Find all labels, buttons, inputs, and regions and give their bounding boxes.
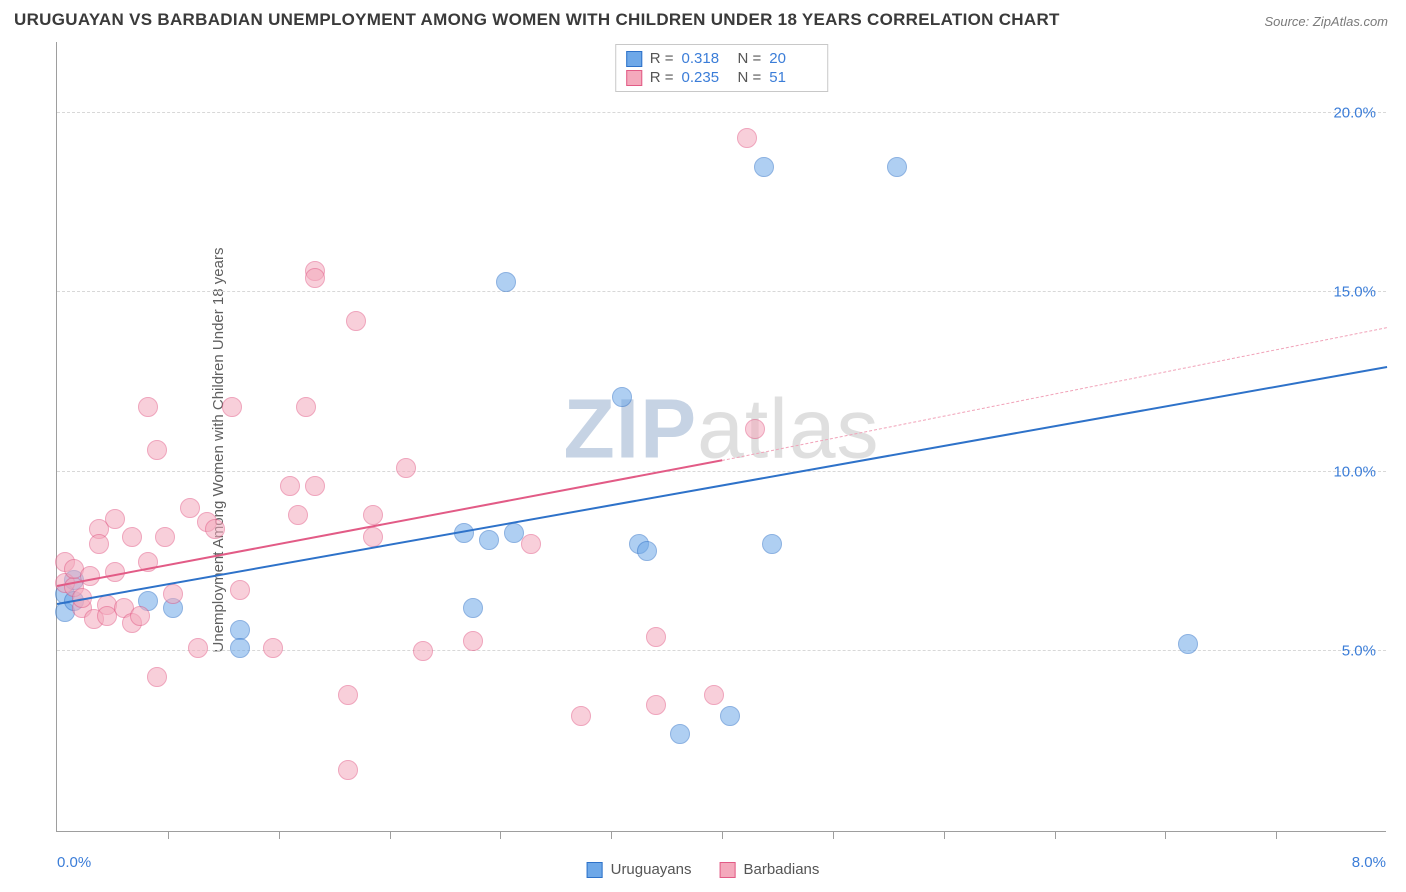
data-point	[296, 397, 316, 417]
x-tick	[1165, 831, 1166, 839]
data-point	[130, 606, 150, 626]
data-point	[754, 157, 774, 177]
data-point	[745, 419, 765, 439]
x-tick	[722, 831, 723, 839]
source-attribution: Source: ZipAtlas.com	[1264, 14, 1388, 29]
data-point	[720, 706, 740, 726]
x-tick	[390, 831, 391, 839]
watermark: ZIPatlas	[563, 380, 879, 477]
data-point	[521, 534, 541, 554]
data-point	[571, 706, 591, 726]
data-point	[670, 724, 690, 744]
legend-swatch	[626, 51, 642, 67]
data-point	[646, 627, 666, 647]
correlation-legend: R = 0.318 N = 20 R = 0.235 N = 51	[615, 44, 829, 92]
trend-line	[57, 366, 1387, 605]
data-point	[887, 157, 907, 177]
data-point	[463, 631, 483, 651]
legend-label: Barbadians	[744, 861, 820, 878]
legend-r-value: 0.235	[682, 69, 730, 86]
series-legend: Uruguayans Barbadians	[587, 861, 820, 878]
data-point	[188, 638, 208, 658]
legend-r-label: R =	[650, 69, 674, 86]
data-point	[363, 527, 383, 547]
data-point	[155, 527, 175, 547]
gridline	[57, 471, 1386, 472]
data-point	[396, 458, 416, 478]
legend-item: Barbadians	[720, 861, 820, 878]
data-point	[413, 641, 433, 661]
data-point	[1178, 634, 1198, 654]
legend-r-label: R =	[650, 50, 674, 67]
data-point	[346, 311, 366, 331]
data-point	[163, 584, 183, 604]
data-point	[147, 440, 167, 460]
x-tick	[168, 831, 169, 839]
plot-area: ZIPatlas R =0.318N =20R =0.235N =51 0.0%…	[56, 42, 1386, 832]
data-point	[305, 476, 325, 496]
chart-title: URUGUAYAN VS BARBADIAN UNEMPLOYMENT AMON…	[14, 10, 1060, 30]
data-point	[222, 397, 242, 417]
y-tick-label: 20.0%	[1333, 104, 1376, 121]
data-point	[147, 667, 167, 687]
data-point	[80, 566, 100, 586]
data-point	[496, 272, 516, 292]
x-tick	[500, 831, 501, 839]
legend-swatch	[626, 70, 642, 86]
data-point	[704, 685, 724, 705]
data-point	[122, 527, 142, 547]
data-point	[89, 534, 109, 554]
data-point	[646, 695, 666, 715]
data-point	[280, 476, 300, 496]
data-point	[612, 387, 632, 407]
data-point	[288, 505, 308, 525]
x-tick	[611, 831, 612, 839]
legend-n-value: 20	[769, 50, 817, 67]
data-point	[338, 685, 358, 705]
x-tick	[833, 831, 834, 839]
legend-swatch	[587, 862, 603, 878]
data-point	[737, 128, 757, 148]
data-point	[263, 638, 283, 658]
legend-item: Uruguayans	[587, 861, 692, 878]
legend-r-value: 0.318	[682, 50, 730, 67]
x-axis-max-label: 8.0%	[1352, 854, 1386, 871]
legend-label: Uruguayans	[611, 861, 692, 878]
x-tick	[1276, 831, 1277, 839]
data-point	[105, 509, 125, 529]
trend-line	[722, 327, 1387, 461]
x-tick	[944, 831, 945, 839]
gridline	[57, 112, 1386, 113]
data-point	[180, 498, 200, 518]
data-point	[305, 268, 325, 288]
data-point	[138, 397, 158, 417]
legend-n-value: 51	[769, 69, 817, 86]
y-tick-label: 15.0%	[1333, 284, 1376, 301]
trend-line	[57, 459, 722, 587]
data-point	[637, 541, 657, 561]
x-tick	[1055, 831, 1056, 839]
gridline	[57, 291, 1386, 292]
legend-row: R = 0.235 N = 51	[626, 68, 818, 87]
x-tick	[279, 831, 280, 839]
data-point	[338, 760, 358, 780]
data-point	[230, 638, 250, 658]
data-point	[230, 580, 250, 600]
legend-swatch	[720, 862, 736, 878]
legend-n-label: N =	[738, 69, 762, 86]
data-point	[479, 530, 499, 550]
x-axis-min-label: 0.0%	[57, 854, 91, 871]
y-tick-label: 10.0%	[1333, 463, 1376, 480]
data-point	[205, 519, 225, 539]
data-point	[762, 534, 782, 554]
data-point	[363, 505, 383, 525]
y-tick-label: 5.0%	[1342, 643, 1376, 660]
data-point	[463, 598, 483, 618]
legend-n-label: N =	[738, 50, 762, 67]
legend-row: R = 0.318 N = 20	[626, 49, 818, 68]
